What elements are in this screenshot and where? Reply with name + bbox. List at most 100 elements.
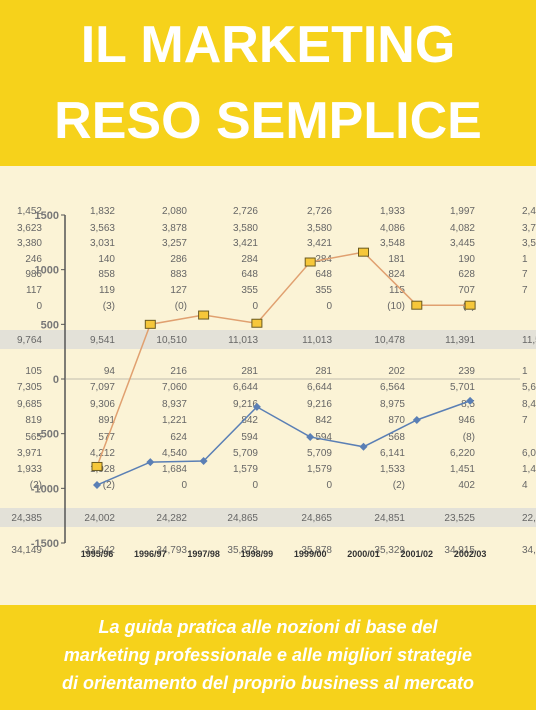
- point: [306, 432, 315, 441]
- table-cell: 35,878: [227, 545, 258, 556]
- point: [144, 319, 156, 329]
- table-cell: 34,793: [156, 545, 187, 556]
- table-cell: 4,082: [450, 223, 475, 234]
- table-cell: 8,975: [380, 399, 405, 410]
- table-cell: 281: [241, 366, 258, 377]
- table-cell: (8): [463, 432, 475, 443]
- table-cell: 7: [522, 285, 528, 296]
- table-cell: 6,644: [233, 382, 258, 393]
- table-cell: 24,282: [156, 513, 187, 524]
- table-cell: 824: [388, 269, 405, 280]
- table-cell: 402: [458, 480, 475, 491]
- table-cell: 1,832: [90, 206, 115, 217]
- table-cell: 842: [315, 415, 332, 426]
- table-cell: 707: [458, 285, 475, 296]
- table-cell: 6,564: [380, 382, 405, 393]
- subtitle-band: [0, 605, 536, 710]
- table-cell: 3,580: [233, 223, 258, 234]
- table-cell: 2,080: [162, 206, 187, 217]
- table-cell: 202: [388, 366, 405, 377]
- table-cell: 3,380: [17, 238, 42, 249]
- table-cell: 5,709: [307, 448, 332, 459]
- table-cell: 4,086: [380, 223, 405, 234]
- y-tick-label: -1500: [31, 538, 59, 550]
- table-cell: 4,212: [90, 448, 115, 459]
- table-cell: 1,997: [450, 206, 475, 217]
- point: [411, 300, 423, 310]
- table-cell: 577: [98, 432, 115, 443]
- y-tick-label: 500: [41, 319, 59, 331]
- point: [251, 318, 263, 328]
- table-cell: (0): [175, 301, 187, 312]
- table-cell: 8,4: [522, 399, 536, 410]
- x-tick-label: 2000/01: [347, 549, 380, 559]
- point: [359, 442, 368, 451]
- table-cell: 10,510: [156, 335, 187, 346]
- table-cell: 3,445: [450, 238, 475, 249]
- table-cell: 883: [170, 269, 187, 280]
- table-cell: 24,865: [301, 513, 332, 524]
- title: IL MARKETING: [81, 16, 456, 74]
- table-cell: 565: [25, 432, 42, 443]
- point: [412, 416, 421, 424]
- table-cell: 9,541: [90, 335, 115, 346]
- x-tick-label: 2002/03: [454, 549, 487, 559]
- table-cell: 6,644: [307, 382, 332, 393]
- table-cell: 8,5: [461, 399, 475, 410]
- x-tick-label: 1996/97: [134, 549, 167, 559]
- table-cell: 568: [388, 432, 405, 443]
- y-tick-label: -500: [37, 429, 59, 441]
- table-cell: 648: [241, 269, 258, 280]
- table-cell: 1,928: [90, 464, 115, 475]
- x-tick-label: 1995/96: [81, 549, 114, 559]
- table-cell: 1,933: [380, 206, 405, 217]
- x-tick-label: 1998/99: [241, 549, 274, 559]
- title: RESO SEMPLICE: [54, 92, 482, 150]
- table-cell: 11,5: [522, 335, 536, 346]
- table-cell: 7,097: [90, 382, 115, 393]
- table-cell: 9,685: [17, 399, 42, 410]
- table-cell: (10): [387, 301, 405, 312]
- table-cell: (2): [103, 480, 115, 491]
- table-cell: 5,6: [522, 382, 536, 393]
- table-cell: 9,216: [307, 399, 332, 410]
- table-cell: 3,421: [233, 238, 258, 249]
- table-cell: 1: [522, 366, 528, 377]
- table-cell: 3,563: [90, 223, 115, 234]
- table-cell: 286: [170, 254, 187, 265]
- table-cell: 6,0: [522, 448, 536, 459]
- table-cell: 94: [104, 366, 116, 377]
- table-cell: 24,851: [374, 513, 405, 524]
- table-cell: 9,764: [17, 335, 42, 346]
- table-cell: 190: [458, 254, 475, 265]
- table-cell: 1,684: [162, 464, 187, 475]
- table-cell: 115: [389, 285, 405, 296]
- table-cell: 181: [388, 254, 405, 265]
- table-cell: 6,141: [380, 448, 405, 459]
- table-cell: 117: [26, 285, 42, 296]
- table-cell: 1: [522, 254, 528, 265]
- table-cell: 355: [315, 285, 332, 296]
- table-cell: 3,031: [90, 238, 115, 249]
- table-cell: 7: [522, 269, 528, 280]
- point: [252, 402, 261, 411]
- table-cell: 1,579: [307, 464, 332, 475]
- table-cell: 858: [98, 269, 115, 280]
- table-cell: 355: [241, 285, 258, 296]
- table-cell: 34,915: [444, 545, 475, 556]
- table-cell: 127: [170, 285, 187, 296]
- x-tick-label: 1997/98: [187, 549, 220, 559]
- table-cell: 281: [315, 366, 332, 377]
- table-cell: 9,216: [233, 399, 258, 410]
- table-cell: 3,548: [380, 238, 405, 249]
- table-cell: 1,451: [450, 464, 475, 475]
- shaded-row: [0, 330, 536, 349]
- table-cell: 0: [36, 301, 42, 312]
- series-line: [96, 400, 471, 486]
- subtitle: La guida pratica alle nozioni di base de…: [98, 617, 438, 637]
- table-cell: 11,391: [445, 335, 475, 346]
- table-cell: 35,878: [301, 545, 332, 556]
- y-tick-label: 1500: [35, 210, 59, 222]
- table-cell: 11,013: [228, 335, 258, 346]
